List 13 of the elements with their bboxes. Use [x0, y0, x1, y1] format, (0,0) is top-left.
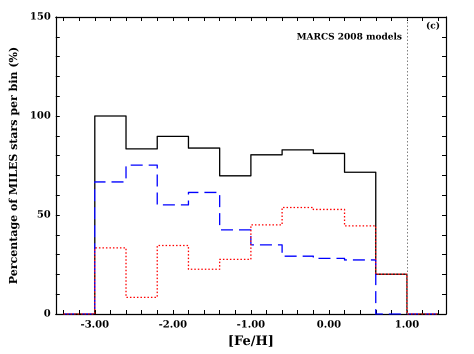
y-axis-title: Percentage of MILES stars per bin (%)	[7, 46, 20, 284]
x-tick-label: -3.00	[80, 320, 110, 330]
annotation: MARCS 2008 models	[296, 32, 402, 42]
y-tick-label: 100	[30, 110, 51, 122]
y-tick-label: 150	[30, 12, 51, 22]
x-tick-label: 0.00	[316, 320, 342, 330]
y-tick-label: 50	[36, 210, 51, 220]
x-tick-label: -2.00	[158, 320, 188, 330]
annotation: (c)	[426, 22, 440, 32]
x-axis-title: [Fe/H]	[228, 334, 274, 349]
x-tick-label: 1.00	[394, 320, 420, 330]
y-tick-label: 0	[44, 308, 51, 320]
x-tick-label: -1.00	[236, 320, 266, 330]
